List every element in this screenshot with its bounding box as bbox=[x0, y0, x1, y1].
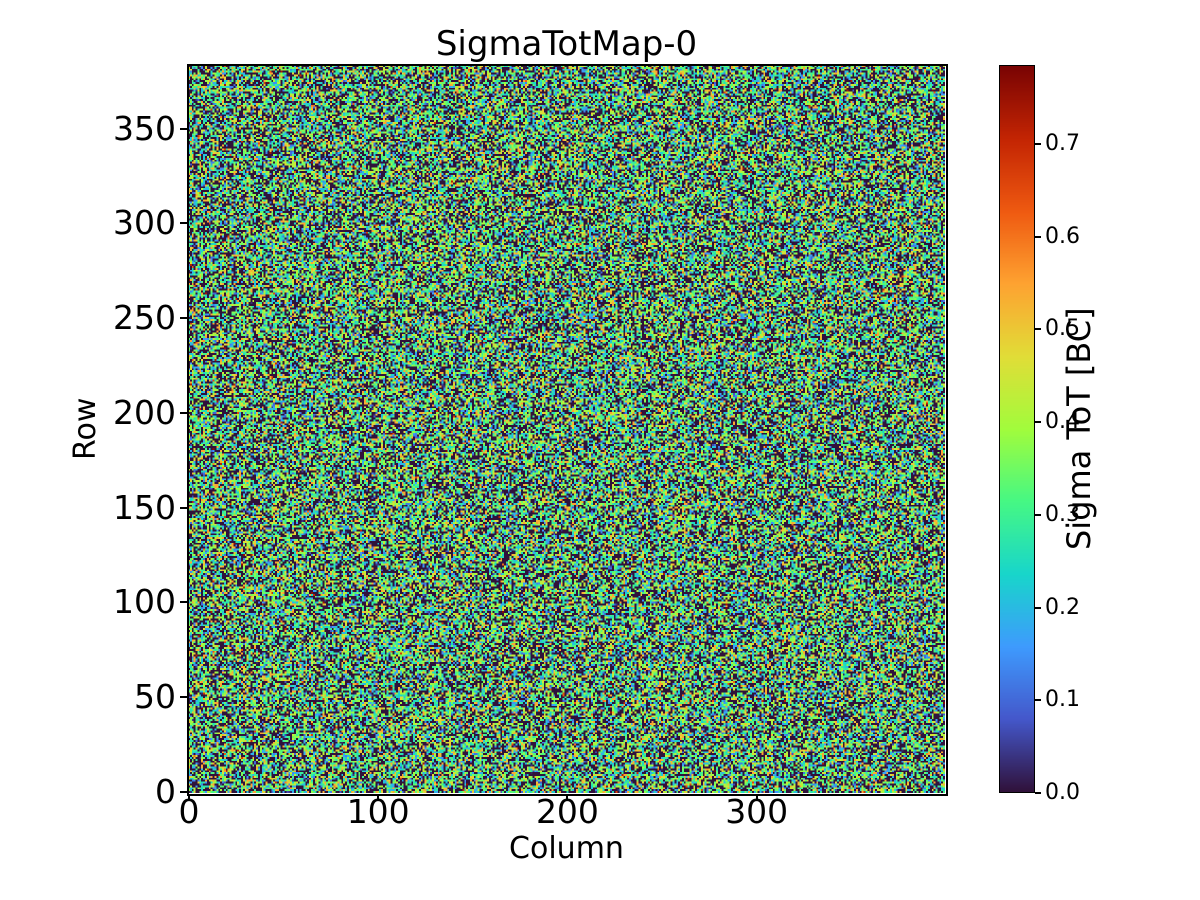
tick-mark bbox=[1035, 328, 1041, 331]
tick-mark bbox=[180, 506, 187, 509]
tick-mark bbox=[1035, 142, 1041, 145]
tick-mark bbox=[1035, 699, 1041, 702]
colorbar-tick-label: 0.3 bbox=[1045, 501, 1080, 527]
tick-mark bbox=[755, 794, 758, 801]
y-tick-label: 350 bbox=[113, 108, 176, 148]
y-tick-label: 250 bbox=[113, 298, 176, 338]
colorbar-tick-label: 0.7 bbox=[1045, 130, 1080, 156]
y-tick-label: 0 bbox=[155, 772, 176, 812]
tick-mark bbox=[566, 794, 569, 801]
x-tick-label: 200 bbox=[535, 792, 599, 831]
tick-mark bbox=[377, 794, 380, 801]
tick-mark bbox=[1035, 606, 1041, 609]
y-tick-label: 100 bbox=[113, 582, 176, 622]
x-tick-label: 100 bbox=[346, 792, 410, 831]
y-tick-label: 150 bbox=[113, 487, 176, 527]
tick-mark bbox=[180, 411, 187, 414]
heatmap-image bbox=[188, 65, 945, 793]
y-tick-label: 200 bbox=[113, 392, 176, 432]
y-tick-label: 50 bbox=[134, 677, 176, 717]
tick-mark bbox=[1035, 421, 1041, 424]
colorbar-tick-label: 0.0 bbox=[1045, 780, 1080, 805]
tick-mark bbox=[1035, 235, 1041, 238]
x-axis-label: Column bbox=[509, 831, 624, 866]
tick-mark bbox=[180, 791, 187, 794]
tick-mark bbox=[180, 696, 187, 699]
x-tick-label: 300 bbox=[725, 792, 789, 831]
colorbar-tick-label: 0.6 bbox=[1045, 223, 1080, 249]
tick-mark bbox=[180, 127, 187, 130]
colorbar-tick-label: 0.5 bbox=[1045, 316, 1080, 342]
colorbar-tick-label: 0.4 bbox=[1045, 409, 1080, 435]
tick-mark bbox=[180, 601, 187, 604]
tick-mark bbox=[180, 317, 187, 320]
x-tick-label: 0 bbox=[178, 792, 200, 831]
y-tick-label: 300 bbox=[113, 203, 176, 243]
colorbar-tick-label: 0.2 bbox=[1045, 594, 1080, 620]
tick-mark bbox=[187, 794, 190, 801]
colorbar-label: Sigma ToT [BC] bbox=[1060, 307, 1098, 551]
tick-mark bbox=[1035, 792, 1041, 794]
tick-mark bbox=[180, 222, 187, 225]
plot-title: SigmaTotMap-0 bbox=[435, 24, 698, 64]
y-axis-label: Row bbox=[68, 397, 103, 461]
colorbar-gradient bbox=[999, 65, 1035, 793]
colorbar-tick-label: 0.1 bbox=[1045, 687, 1080, 713]
tick-mark bbox=[1035, 513, 1041, 516]
